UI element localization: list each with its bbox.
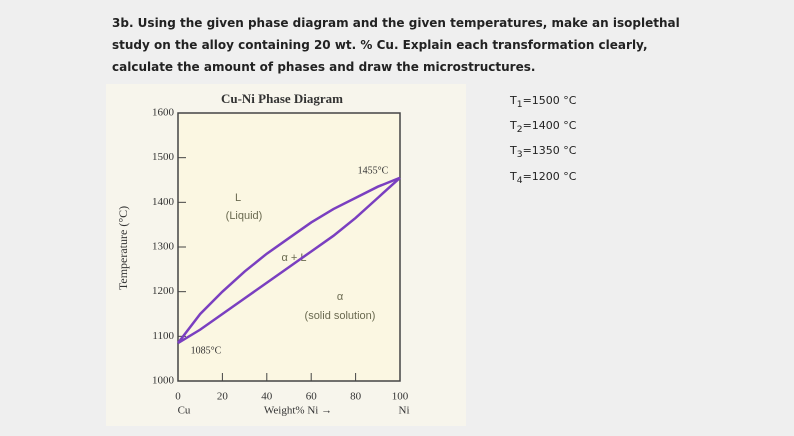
annotation: 1455°C: [358, 165, 389, 176]
temperature-symbol: T: [510, 119, 517, 133]
annotation: (Liquid): [226, 210, 263, 222]
annotation: α + L: [281, 252, 306, 264]
x-end-label: Cu: [178, 405, 191, 417]
x-tick-label: 100: [392, 391, 409, 403]
y-tick-label: 1200: [152, 285, 175, 297]
temperature-symbol: T: [510, 169, 517, 183]
y-tick-label: 1300: [152, 241, 175, 253]
temperature: T3=1350 °C: [510, 140, 576, 165]
y-axis-label: Temperature (°C): [116, 206, 130, 290]
temperature-value: =1400 °C: [522, 119, 577, 133]
chart-title: Cu-Ni Phase Diagram: [221, 91, 343, 106]
x-end-label: Ni: [399, 405, 410, 417]
temperature: T4=1200 °C: [510, 166, 576, 191]
question: 3b. Using the given phase diagram and th…: [112, 16, 680, 74]
temperature-value: =1350 °C: [522, 144, 577, 158]
annotation: (solid solution): [305, 310, 376, 322]
temperature-symbol: T: [510, 94, 517, 107]
temperature: T2=1400 °C: [510, 115, 576, 140]
temperature-list: T1=1500 °C T2=1400 °C T3=1350 °C T4=1200 °C: [510, 90, 576, 191]
y-tick-label: 1600: [152, 107, 175, 119]
x-tick-label: 20: [217, 391, 229, 403]
temperature-index: 3: [516, 149, 523, 161]
phase-boundary: [177, 176, 401, 345]
y-tick-label: 1500: [152, 151, 175, 163]
temperature-symbol: T: [510, 144, 517, 158]
x-axis-label: Weight% Ni →: [264, 405, 332, 417]
temperature-value: =1200 °C: [522, 169, 577, 183]
temperature-value: =1500 °C: [522, 94, 577, 107]
x-tick-label: 80: [350, 391, 362, 403]
y-tick-label: 1100: [152, 330, 174, 342]
x-tick-label: 60: [306, 391, 318, 403]
temperature-index: 1: [516, 99, 523, 111]
phase-boundary: [177, 176, 401, 344]
x-tick-label: 40: [261, 391, 273, 403]
temperature-index: 2: [516, 124, 523, 136]
y-tick-label: 1000: [152, 375, 175, 387]
annotation: L: [235, 192, 241, 204]
annotation: α: [337, 291, 344, 303]
y-tick-label: 1400: [152, 196, 175, 208]
plot-frame: [177, 112, 401, 382]
temperature-index: 4: [516, 174, 523, 186]
temperature: T1=1500 °C: [510, 90, 576, 115]
x-tick-label: 0: [175, 391, 181, 403]
annotation: 1085°C: [191, 345, 222, 356]
